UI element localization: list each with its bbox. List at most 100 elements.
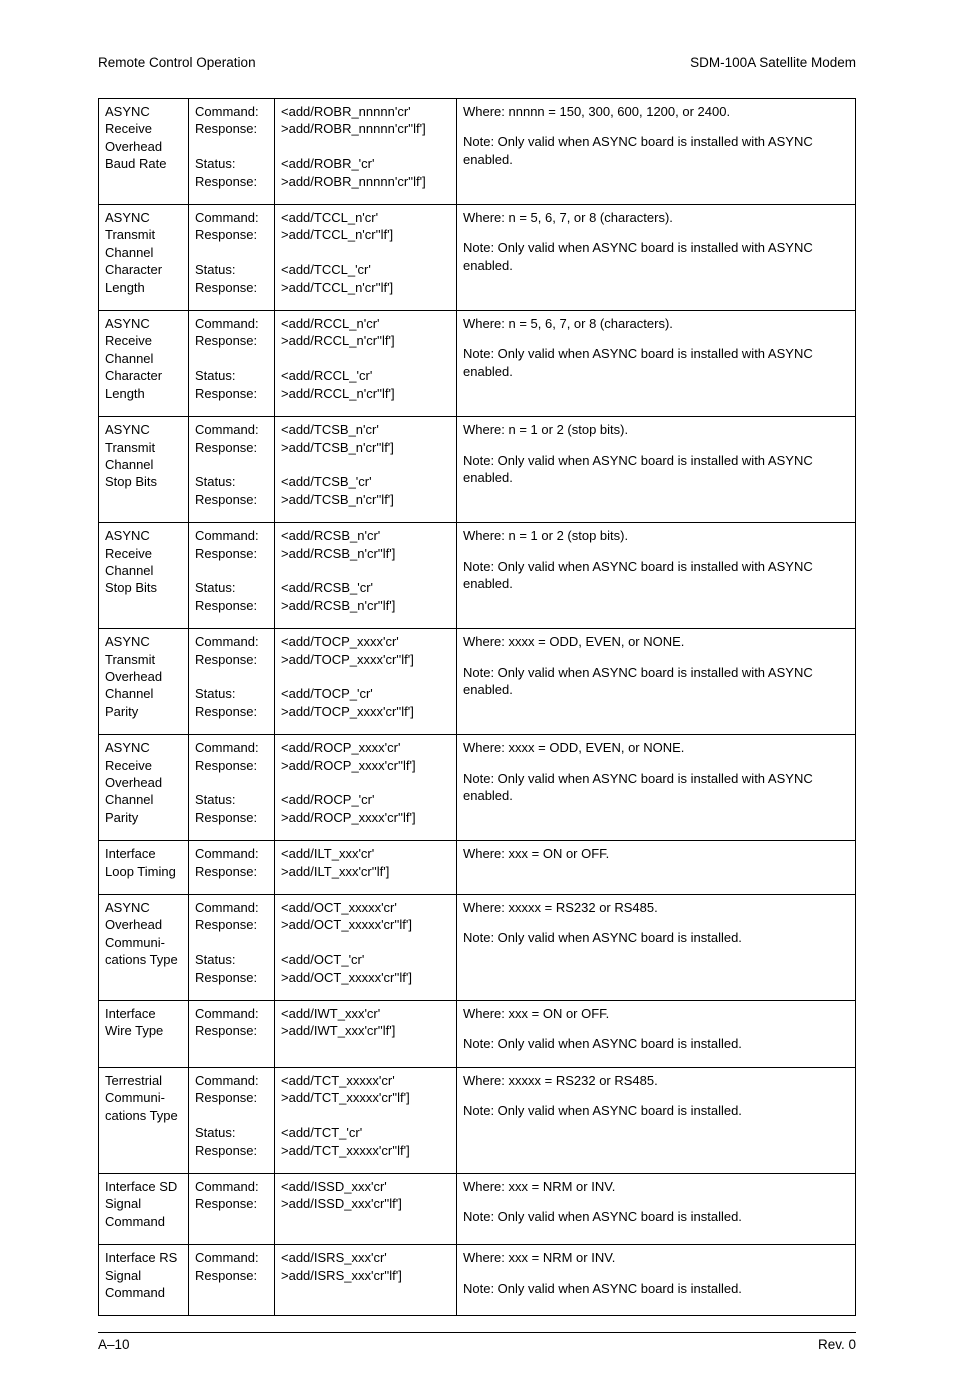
table-row: ASYNC Receive Overhead Baud RateCommand:… [99,99,856,205]
syntax-lines: <add/ILT_xxx'cr' >add/ILT_xxx'cr''lf'] [281,845,450,880]
command-name-cell: Terrestrial Communi- cations Type [99,1067,189,1173]
table-row: ASYNC Receive Channel Stop BitsCommand: … [99,523,856,629]
command-name: Interface Wire Type [105,1005,182,1040]
description-cell: Where: xxxxx = RS232 or RS485. Note: Only… [457,895,856,1001]
note-text: Note: Only valid when ASYNC board is ins… [463,558,849,593]
note-text: Note: Only valid when ASYNC board is ins… [463,1280,849,1297]
command-table: ASYNC Receive Overhead Baud RateCommand:… [98,98,856,1316]
label-lines: Command: Response: Status: Response: [195,315,268,402]
syntax-cell: <add/TOCP_xxxx'cr' >add/TOCP_xxxx'cr''lf… [275,629,457,735]
command-name: Terrestrial Communi- cations Type [105,1072,182,1124]
where-text: Where: xxxxx = RS232 or RS485. [463,899,849,916]
where-text: Where: xxx = ON or OFF. [463,845,849,862]
note-text: Note: Only valid when ASYNC board is ins… [463,664,849,699]
label-lines: Command: Response: [195,1005,268,1040]
command-name: ASYNC Receive Overhead Baud Rate [105,103,182,173]
description-cell: Where: n = 1 or 2 (stop bits). Note: Only… [457,417,856,523]
table-row: Interface SD Signal CommandCommand: Resp… [99,1173,856,1244]
label-lines: Command: Response: [195,845,268,880]
command-name-cell: Interface RS Signal Command [99,1245,189,1316]
syntax-cell: <add/ILT_xxx'cr' >add/ILT_xxx'cr''lf'] [275,841,457,895]
label-lines: Command: Response: Status: Response: [195,1072,268,1159]
syntax-lines: <add/OCT_xxxxx'cr' >add/OCT_xxxxx'cr''lf… [281,899,450,986]
where-text: Where: xxx = NRM or INV. [463,1178,849,1195]
description-cell: Where: n = 1 or 2 (stop bits). Note: Only… [457,523,856,629]
command-name-cell: Interface Loop Timing [99,841,189,895]
note-text: Note: Only valid when ASYNC board is ins… [463,452,849,487]
where-text: Where: xxxx = ODD, EVEN, or NONE. [463,739,849,756]
description-cell: Where: xxx = ON or OFF. Note: Only valid … [457,1001,856,1068]
syntax-lines: <add/RCCL_n'cr' >add/RCCL_n'cr''lf'] <ad… [281,315,450,402]
where-text: Where: xxx = ON or OFF. [463,1005,849,1022]
table-row: ASYNC Transmit Channel Character LengthC… [99,205,856,311]
label-cell: Command: Response: Status: Response: [189,895,275,1001]
syntax-cell: <add/TCSB_n'cr' >add/TCSB_n'cr''lf'] <ad… [275,417,457,523]
syntax-lines: <add/ROBR_nnnnn'cr' >add/ROBR_nnnnn'cr''… [281,103,450,190]
syntax-cell: <add/ISRS_xxx'cr' >add/ISRS_xxx'cr''lf'] [275,1245,457,1316]
label-lines: Command: Response: Status: Response: [195,103,268,190]
label-lines: Command: Response: Status: Response: [195,899,268,986]
table-row: Interface Loop TimingCommand: Response: <… [99,841,856,895]
table-row: ASYNC Overhead Communi- cations TypeComm… [99,895,856,1001]
command-name: ASYNC Transmit Overhead Channel Parity [105,633,182,720]
description-cell: Where: xxx = ON or OFF. [457,841,856,895]
command-name: ASYNC Overhead Communi- cations Type [105,899,182,969]
syntax-lines: <add/IWT_xxx'cr' >add/IWT_xxx'cr''lf'] [281,1005,450,1040]
syntax-lines: <add/ISSD_xxx'cr' >add/ISSD_xxx'cr''lf'] [281,1178,450,1213]
syntax-cell: <add/RCCL_n'cr' >add/RCCL_n'cr''lf'] <ad… [275,311,457,417]
syntax-lines: <add/RCSB_n'cr' >add/RCSB_n'cr''lf'] <ad… [281,527,450,614]
description-cell: Where: nnnnn = 150, 300, 600, 1200, or 2… [457,99,856,205]
label-cell: Command: Response: Status: Response: [189,735,275,841]
page-header: Remote Control Operation SDM-100A Satell… [98,55,856,70]
label-lines: Command: Response: Status: Response: [195,633,268,720]
label-lines: Command: Response: [195,1178,268,1213]
command-name: ASYNC Transmit Channel Character Length [105,209,182,296]
command-name-cell: ASYNC Receive Channel Stop Bits [99,523,189,629]
label-lines: Command: Response: [195,1249,268,1284]
table-row: ASYNC Receive Overhead Channel ParityCom… [99,735,856,841]
footer-left: A–10 [98,1337,130,1352]
command-name-cell: ASYNC Receive Overhead Baud Rate [99,99,189,205]
where-text: Where: n = 1 or 2 (stop bits). [463,421,849,438]
description-cell: Where: xxxx = ODD, EVEN, or NONE.Note: O… [457,735,856,841]
note-text: Note: Only valid when ASYNC board is ins… [463,1035,849,1052]
footer-right: Rev. 0 [818,1337,856,1352]
table-row: ASYNC Transmit Overhead Channel ParityCo… [99,629,856,735]
description-cell: Where: n = 5, 6, 7, or 8 (characters).No… [457,311,856,417]
description-cell: Where: xxx = NRM or INV. Note: Only valid… [457,1173,856,1244]
label-lines: Command: Response: Status: Response: [195,527,268,614]
where-text: Where: n = 5, 6, 7, or 8 (characters). [463,315,849,332]
where-text: Where: xxxxx = RS232 or RS485. [463,1072,849,1089]
command-name-cell: ASYNC Transmit Overhead Channel Parity [99,629,189,735]
syntax-cell: <add/IWT_xxx'cr' >add/IWT_xxx'cr''lf'] [275,1001,457,1068]
label-cell: Command: Response: [189,841,275,895]
syntax-cell: <add/ISSD_xxx'cr' >add/ISSD_xxx'cr''lf'] [275,1173,457,1244]
label-cell: Command: Response: Status: Response: [189,417,275,523]
table-row: Terrestrial Communi- cations TypeCommand… [99,1067,856,1173]
syntax-lines: <add/ROCP_xxxx'cr' >add/ROCP_xxxx'cr''lf… [281,739,450,826]
where-text: Where: n = 5, 6, 7, or 8 (characters). [463,209,849,226]
table-row: ASYNC Receive Channel Character LengthCo… [99,311,856,417]
syntax-cell: <add/TCCL_n'cr' >add/TCCL_n'cr''lf'] <ad… [275,205,457,311]
document-page: Remote Control Operation SDM-100A Satell… [0,0,954,1392]
command-name-cell: Interface Wire Type [99,1001,189,1068]
note-text: Note: Only valid when ASYNC board is ins… [463,1102,849,1119]
command-name-cell: ASYNC Overhead Communi- cations Type [99,895,189,1001]
description-cell: Where: xxxx = ODD, EVEN, or NONE.Note: O… [457,629,856,735]
note-text: Note: Only valid when ASYNC board is ins… [463,1208,849,1225]
command-name-cell: ASYNC Transmit Channel Stop Bits [99,417,189,523]
description-cell: Where: xxx = NRM or INV.Note: Only valid… [457,1245,856,1316]
syntax-cell: <add/ROBR_nnnnn'cr' >add/ROBR_nnnnn'cr''… [275,99,457,205]
label-cell: Command: Response: Status: Response: [189,523,275,629]
note-text: Note: Only valid when ASYNC board is ins… [463,929,849,946]
label-cell: Command: Response: Status: Response: [189,1067,275,1173]
command-name: ASYNC Transmit Channel Stop Bits [105,421,182,491]
command-name: ASYNC Receive Channel Character Length [105,315,182,402]
syntax-cell: <add/TCT_xxxxx'cr' >add/TCT_xxxxx'cr''lf… [275,1067,457,1173]
where-text: Where: nnnnn = 150, 300, 600, 1200, or 2… [463,103,849,120]
note-text: Note: Only valid when ASYNC board is ins… [463,133,849,168]
where-text: Where: n = 1 or 2 (stop bits). [463,527,849,544]
header-left: Remote Control Operation [98,55,256,70]
label-cell: Command: Response: Status: Response: [189,629,275,735]
command-name: ASYNC Receive Overhead Channel Parity [105,739,182,826]
